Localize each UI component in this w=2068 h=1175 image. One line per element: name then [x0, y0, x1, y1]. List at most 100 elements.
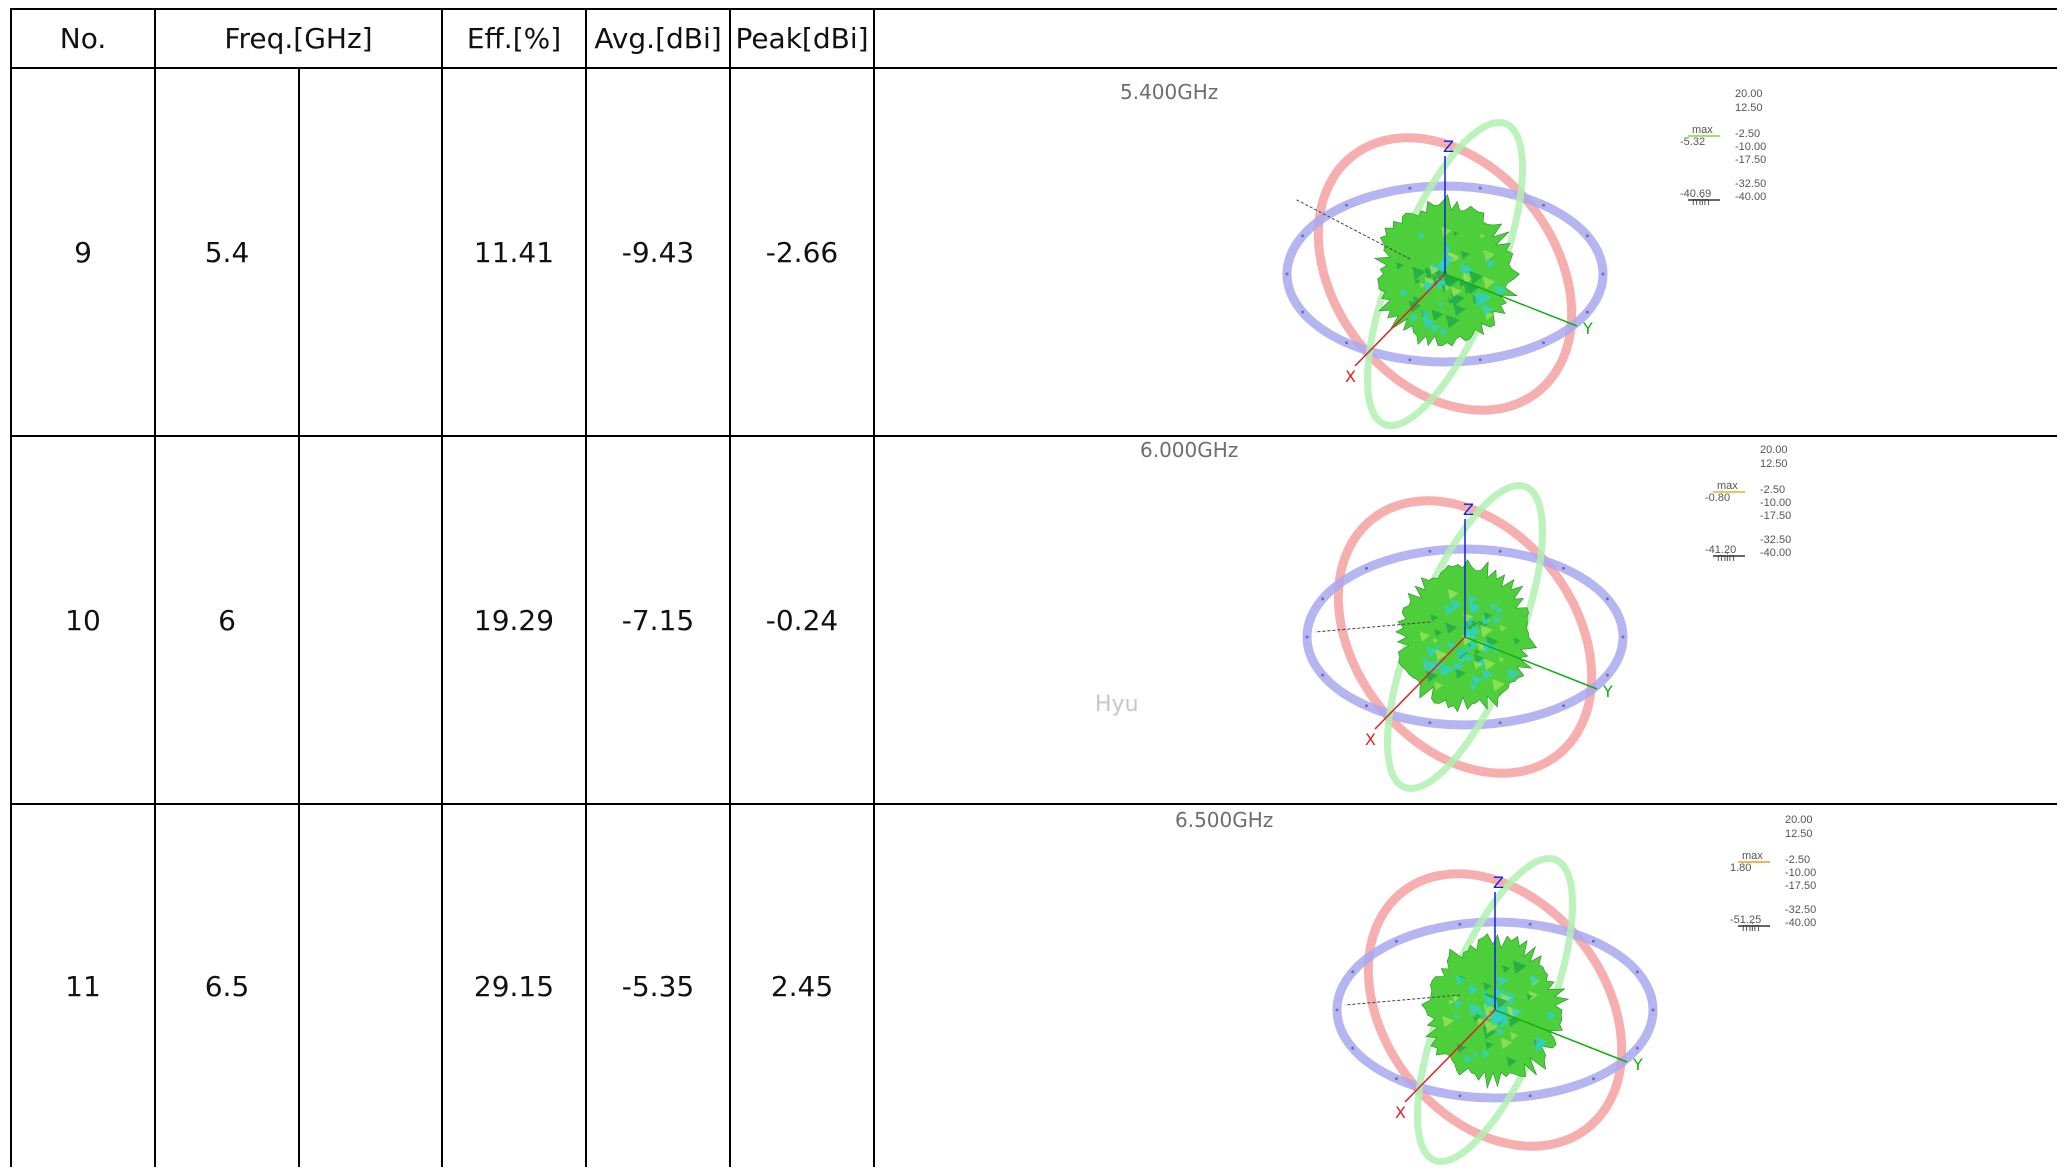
pattern-facet [1481, 668, 1494, 681]
ring-tick [1635, 970, 1639, 974]
max-label: max [1717, 480, 1738, 492]
scale-mid: -10.00 [1760, 497, 1791, 509]
ring-tick [1605, 597, 1609, 601]
min-value: -41.20 [1705, 544, 1736, 556]
pattern-facet [1444, 275, 1452, 284]
radiation-pattern-plot: 5.400GHz Z Y X 20.00 12.50 -2.50-10.00-17.50… [1120, 80, 1766, 429]
pattern-facet [1482, 276, 1496, 290]
scale-low: -32.50 [1735, 178, 1766, 190]
ring-tick [1605, 673, 1609, 677]
header-eff: Eff.[%] [441, 8, 587, 69]
axis-y [1464, 636, 1598, 690]
pattern-facet [1482, 1011, 1493, 1022]
pattern-facet [1480, 624, 1493, 638]
pattern-facet [1445, 622, 1458, 634]
pattern-facet [1528, 990, 1539, 1001]
pattern-facet [1463, 272, 1471, 279]
axis-y-label: Y [1582, 319, 1593, 338]
ring-tick [1394, 1077, 1398, 1081]
ring-tick [1344, 203, 1348, 207]
pattern-facet [1468, 985, 1479, 996]
watermark-text: Hyu [1095, 692, 1139, 717]
pattern-facet [1473, 660, 1483, 670]
ring-tick [1428, 721, 1432, 725]
ring-tick [1458, 922, 1462, 926]
axis-x [1374, 636, 1466, 730]
pattern-facet [1486, 259, 1496, 269]
ring-tick [1458, 1094, 1462, 1098]
ring-tick [1651, 1008, 1655, 1012]
pattern-facet [1483, 982, 1492, 992]
pattern-facet [1396, 262, 1404, 270]
pattern-facet [1442, 1015, 1454, 1028]
pattern-facet [1422, 316, 1436, 330]
max-direction-line [1344, 994, 1461, 1006]
scale-mid: -10.00 [1735, 141, 1766, 153]
pattern-facet [1469, 640, 1479, 651]
ring-tick [1335, 1008, 1339, 1012]
pattern-facet [1447, 641, 1456, 650]
cell-eff: 19.29 [441, 435, 587, 805]
ring-tick [1592, 939, 1596, 943]
ring-tick [1428, 549, 1432, 553]
pattern-facet [1526, 993, 1534, 1001]
ring-tick [1321, 673, 1325, 677]
pattern-facet [1432, 638, 1439, 644]
pattern-facet [1493, 1013, 1505, 1025]
pattern-facet [1422, 310, 1432, 320]
pattern-facet [1422, 657, 1436, 672]
axis-x-label: X [1345, 367, 1356, 386]
scale-top: 20.00 [1735, 88, 1763, 100]
pattern-facet [1512, 960, 1527, 975]
ring-tick [1364, 704, 1368, 708]
pattern-legend: 20.00 12.50 -2.50-10.00-17.50 -32.50-40.00 m… [1705, 444, 1791, 564]
scale-mid: -17.50 [1785, 880, 1816, 892]
pattern-facet [1412, 266, 1426, 280]
pattern-facet [1470, 683, 1478, 691]
pattern-facet [1413, 296, 1421, 304]
pattern-facet [1435, 649, 1448, 662]
ring-tick [1364, 566, 1368, 570]
radiation-pattern-plot: 6.500GHz Z Y X 20.00 12.50 -2.50-10.00-17.50… [1175, 808, 1816, 1165]
pattern-facet [1453, 303, 1466, 317]
ring-tick [1498, 721, 1502, 725]
max-value: 1.80 [1730, 862, 1751, 874]
min-label: min [1692, 196, 1710, 208]
axis-y-label: Y [1602, 682, 1613, 701]
pattern-facet [1455, 975, 1466, 985]
pattern-facet [1453, 231, 1459, 237]
antenna-results-table: No. Freq.[GHz] Eff.[%] Avg.[dBi] Peak[dB… [10, 8, 2057, 1167]
pattern-facet [1530, 975, 1540, 985]
cell-pattern: Hyu 6.000GHz Z Y X 20.00 12.50 -2.50 -10.00 -1… [873, 435, 2057, 805]
pattern-facet [1483, 1026, 1497, 1040]
ring-tick [1344, 341, 1348, 345]
pattern-facet [1430, 322, 1441, 333]
axis-z-label: Z [1463, 500, 1474, 519]
pattern-facet [1493, 615, 1503, 625]
header-no: No. [10, 8, 156, 69]
ring-red [1313, 133, 1577, 415]
axis-y [1444, 273, 1578, 327]
ring-tick [1601, 272, 1605, 276]
scale-low: -32.50 [1760, 534, 1791, 546]
radiation-pattern-plot: 6.000GHz Z Y X 20.00 12.50 -2.50-10.00-17.50… [1140, 438, 1791, 792]
max-label: max [1742, 850, 1763, 862]
pattern-facet [1410, 313, 1419, 323]
cell-no: 11 [10, 803, 156, 1167]
pattern-facet [1434, 659, 1445, 671]
pattern-facet [1434, 681, 1443, 691]
scale-mid: -2.50 [1785, 854, 1810, 866]
ring-tick [1351, 970, 1355, 974]
scale-low: -32.50 [1785, 904, 1816, 916]
ring-tick [1562, 566, 1566, 570]
pattern-facet [1452, 995, 1460, 1002]
ring-tick [1394, 939, 1398, 943]
ring-tick [1542, 203, 1546, 207]
ring-tick [1408, 358, 1412, 362]
pattern-facet [1434, 267, 1448, 281]
pattern-facet [1496, 607, 1504, 615]
pattern-facet [1459, 263, 1472, 275]
scale-low: -40.00 [1735, 191, 1766, 203]
pattern-facet [1453, 999, 1464, 1009]
